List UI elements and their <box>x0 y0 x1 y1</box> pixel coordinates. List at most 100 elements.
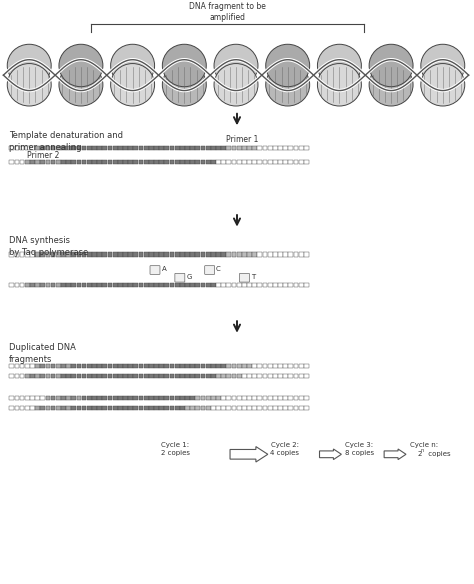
Bar <box>216 396 221 400</box>
Bar <box>138 396 143 400</box>
Bar <box>138 252 143 256</box>
Bar <box>25 283 29 287</box>
Bar <box>263 374 267 378</box>
Bar <box>82 396 86 400</box>
Bar <box>268 405 273 410</box>
Bar <box>113 374 118 378</box>
Bar <box>87 374 91 378</box>
Bar <box>252 364 257 369</box>
Bar <box>252 405 257 410</box>
Bar <box>123 146 128 151</box>
Bar <box>15 374 19 378</box>
Bar <box>190 146 195 151</box>
Bar <box>118 374 123 378</box>
Bar <box>61 396 66 400</box>
Bar <box>46 159 50 164</box>
Bar <box>283 159 288 164</box>
Bar <box>247 146 252 151</box>
Bar <box>40 146 45 151</box>
Bar <box>102 374 107 378</box>
Bar <box>108 252 112 256</box>
Bar <box>242 374 247 378</box>
Bar <box>128 283 133 287</box>
Bar <box>35 159 40 164</box>
Bar <box>257 364 262 369</box>
Bar <box>304 252 309 256</box>
Ellipse shape <box>162 44 206 86</box>
Bar <box>128 252 133 256</box>
Bar <box>92 146 97 151</box>
Bar <box>247 364 252 369</box>
Bar <box>216 159 221 164</box>
Bar <box>242 252 247 256</box>
Bar <box>144 252 148 256</box>
Bar <box>51 159 55 164</box>
Bar <box>164 252 169 256</box>
Bar <box>82 283 86 287</box>
Bar <box>149 364 154 369</box>
Bar <box>159 364 164 369</box>
Bar <box>30 405 35 410</box>
Ellipse shape <box>266 44 310 86</box>
Bar <box>56 364 61 369</box>
Bar <box>66 405 71 410</box>
Bar <box>170 159 174 164</box>
Bar <box>123 374 128 378</box>
Text: T: T <box>251 274 255 280</box>
Bar <box>232 405 237 410</box>
Bar <box>15 252 19 256</box>
Bar <box>221 405 226 410</box>
Bar <box>268 146 273 151</box>
Bar <box>123 364 128 369</box>
Bar <box>257 159 262 164</box>
Text: copies: copies <box>426 451 450 457</box>
Bar <box>170 374 174 378</box>
Bar <box>40 159 45 164</box>
Bar <box>20 146 25 151</box>
Text: Template denaturation and
primer annealing: Template denaturation and primer anneali… <box>9 131 123 152</box>
Bar <box>273 283 278 287</box>
Bar <box>97 364 102 369</box>
Bar <box>195 396 200 400</box>
Bar <box>46 396 50 400</box>
Bar <box>46 374 50 378</box>
Bar <box>190 396 195 400</box>
Ellipse shape <box>318 44 361 86</box>
Ellipse shape <box>266 64 310 106</box>
Bar <box>30 283 35 287</box>
Bar <box>144 396 148 400</box>
Bar <box>206 374 210 378</box>
Bar <box>164 159 169 164</box>
Bar <box>237 146 242 151</box>
Bar <box>66 374 71 378</box>
Bar <box>289 159 293 164</box>
Bar <box>40 283 45 287</box>
Bar <box>278 364 283 369</box>
Bar <box>206 283 210 287</box>
Bar <box>263 283 267 287</box>
Bar <box>227 374 231 378</box>
Bar <box>138 283 143 287</box>
Bar <box>9 146 14 151</box>
Bar <box>185 146 190 151</box>
Bar <box>278 283 283 287</box>
Bar <box>242 283 247 287</box>
Bar <box>227 405 231 410</box>
Bar <box>232 374 237 378</box>
Bar <box>144 283 148 287</box>
Text: Primer 2: Primer 2 <box>27 151 59 160</box>
Bar <box>76 364 82 369</box>
Bar <box>304 283 309 287</box>
Bar <box>283 396 288 400</box>
Bar <box>154 283 159 287</box>
Bar <box>20 405 25 410</box>
Bar <box>216 283 221 287</box>
Bar <box>227 396 231 400</box>
Bar <box>51 146 55 151</box>
Bar <box>294 159 299 164</box>
Bar <box>304 146 309 151</box>
Bar <box>185 159 190 164</box>
Bar <box>237 252 242 256</box>
Bar <box>170 396 174 400</box>
Bar <box>25 374 29 378</box>
